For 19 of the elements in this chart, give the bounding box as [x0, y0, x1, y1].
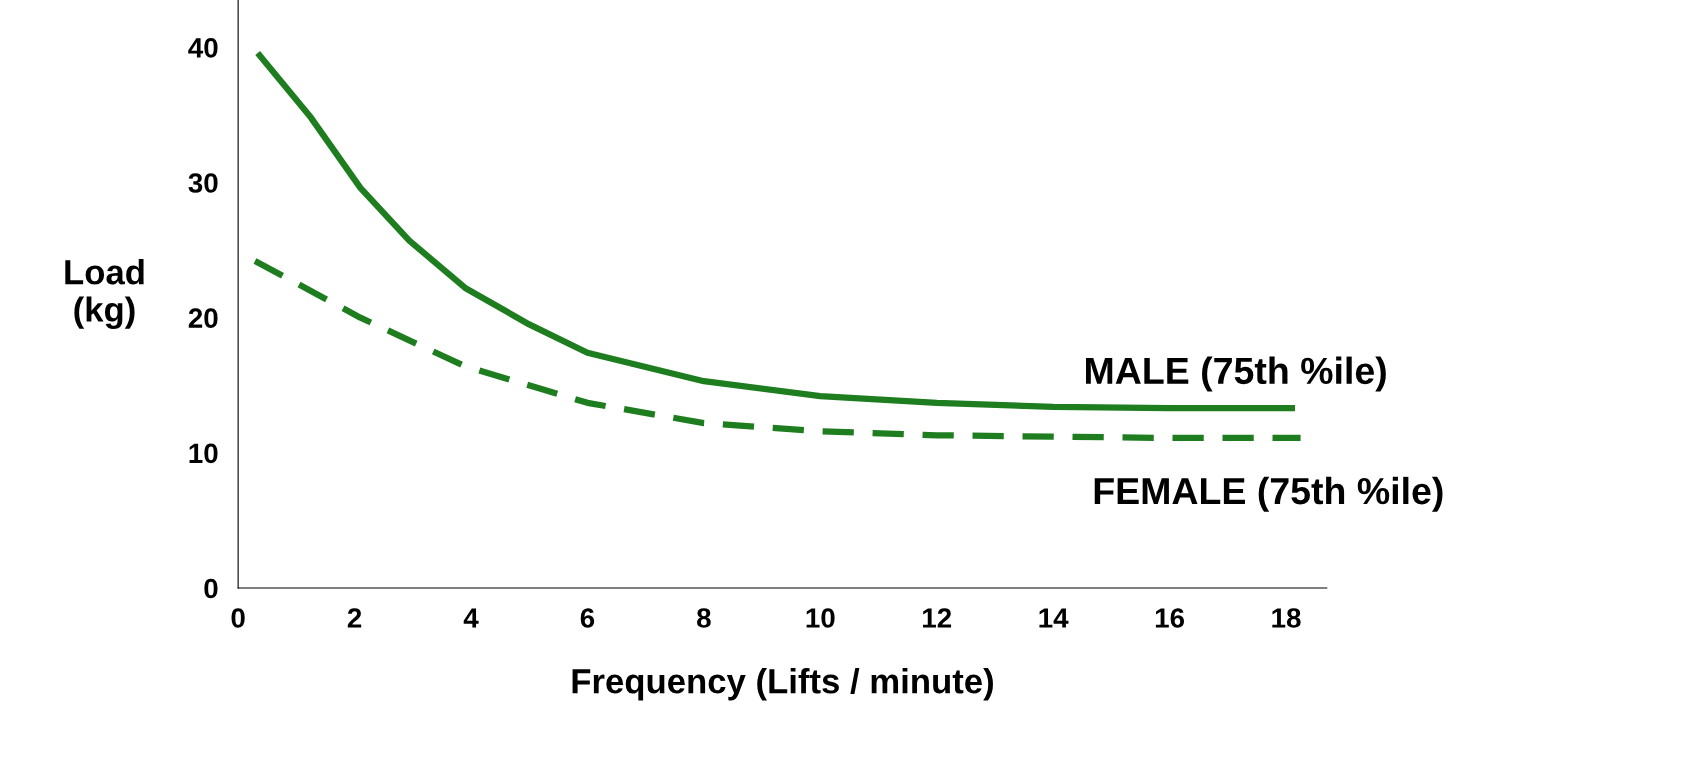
x-tick-label: 8 — [697, 608, 711, 628]
y-tick-label: 30 — [188, 173, 218, 193]
y-axis-title: Load (kg) — [65, 259, 144, 329]
y-tick-label: 40 — [188, 37, 218, 58]
x-tick-label: 14 — [1039, 608, 1069, 628]
x-tick-label: 2 — [347, 608, 362, 628]
x-tick-label: 10 — [806, 608, 835, 628]
y-tick-label: 20 — [188, 308, 218, 328]
x-tick-label: 12 — [923, 608, 952, 628]
series-label: FEMALE (75th %ile) — [1094, 476, 1443, 512]
x-tick-label: 18 — [1272, 608, 1301, 628]
x-tick-label: 16 — [1155, 608, 1185, 628]
series-label: MALE (75th %ile) — [1086, 356, 1386, 392]
x-tick-label: 6 — [580, 608, 595, 628]
y-tick-label: 10 — [189, 443, 218, 464]
x-tick-label: 0 — [231, 608, 245, 628]
y-tick-label: 0 — [204, 578, 218, 599]
x-axis-title: Frequency (Lifts / minute) — [572, 668, 993, 701]
x-tick-label: 4 — [463, 608, 479, 628]
